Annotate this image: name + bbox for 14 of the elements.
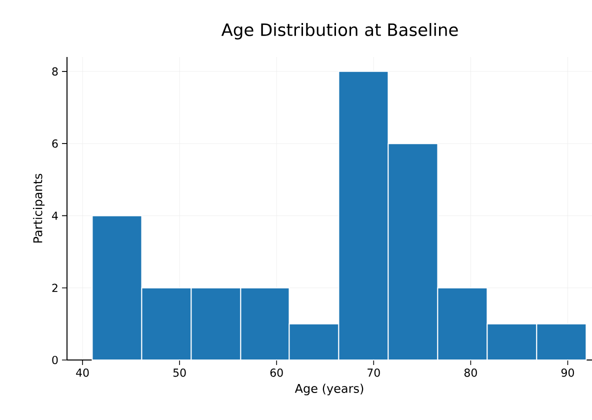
y-tick-label: 0: [52, 356, 58, 364]
x-tick-label: 80: [464, 368, 477, 377]
x-tick-label: 70: [368, 368, 380, 377]
x-tick-label: 90: [561, 368, 574, 377]
y-tick-label: 6: [52, 139, 58, 148]
x-axis-title: Age (years): [294, 384, 364, 396]
chart-title: Age Distribution at Baseline: [221, 23, 458, 40]
x-tick-label: 60: [270, 368, 283, 377]
x-tick-label: 50: [173, 368, 186, 377]
x-tick-label: 40: [76, 368, 89, 377]
y-tick-label: 4: [52, 212, 58, 220]
y-tick-label: 2: [52, 284, 58, 292]
y-axis-title: Participants: [33, 174, 45, 243]
y-tick-label: 8: [52, 67, 58, 76]
